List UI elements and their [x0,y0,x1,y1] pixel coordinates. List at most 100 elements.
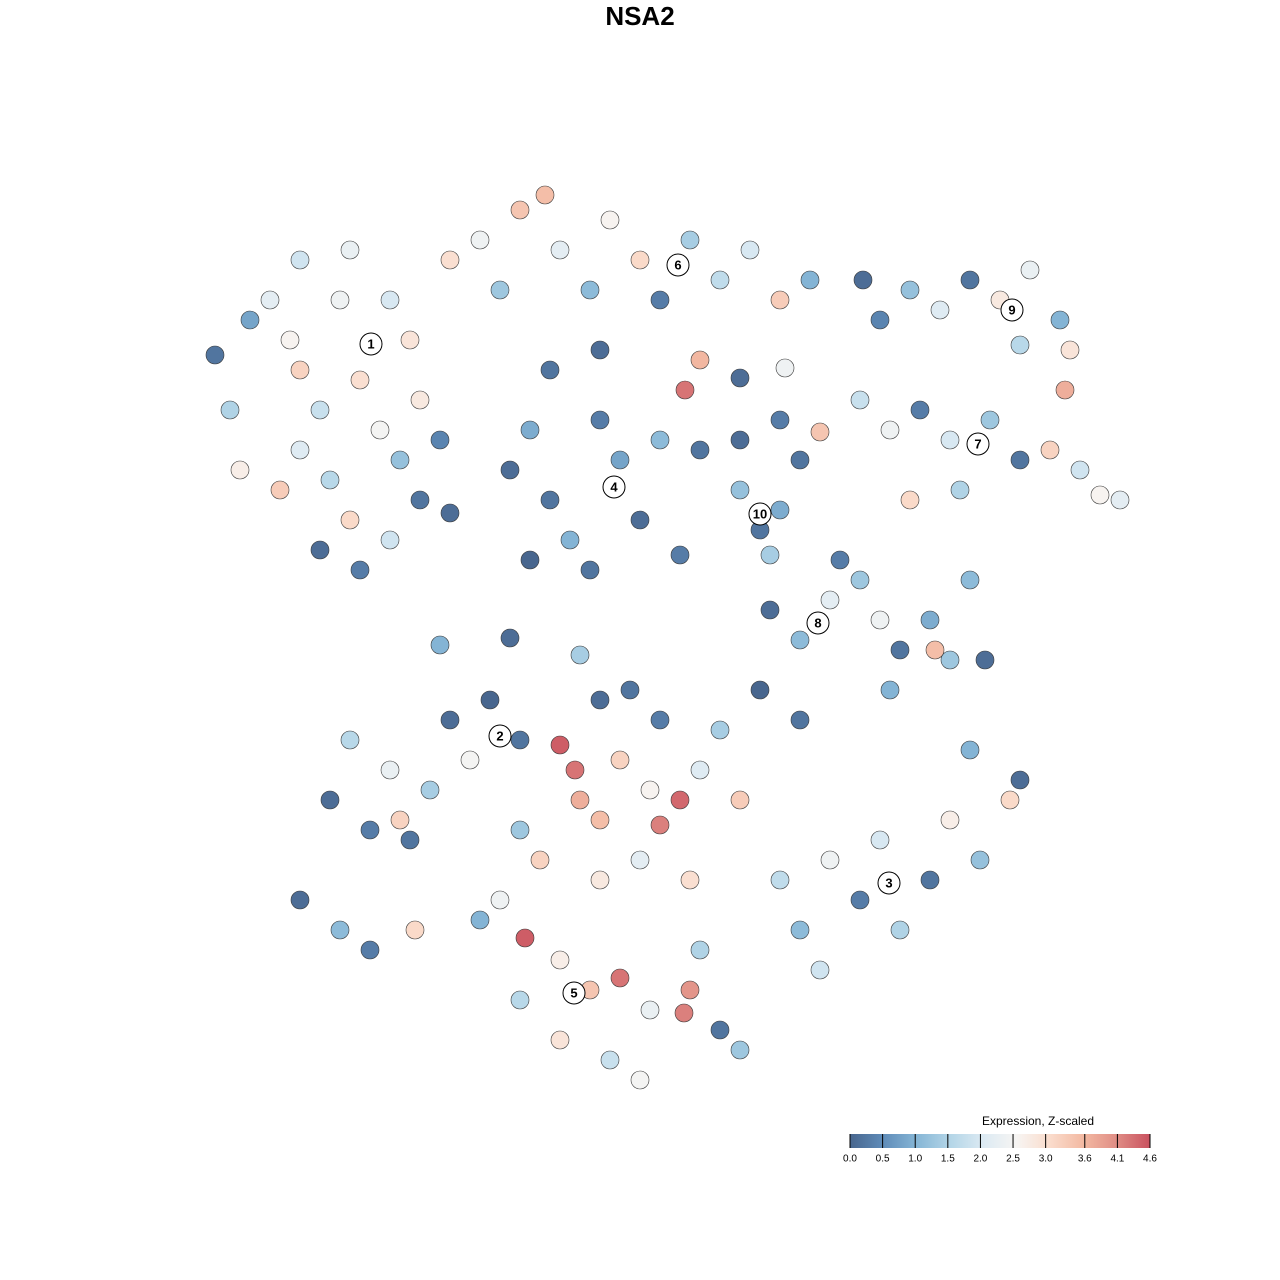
point [310,400,330,420]
point [853,270,873,290]
point [590,340,610,360]
cluster-label: 4 [610,479,618,494]
point [565,760,585,780]
point [405,920,425,940]
cluster-label-badge [666,253,690,277]
point [630,250,650,270]
point [240,310,260,330]
point [570,645,590,665]
colorbar-tick-label: 3.6 [1078,1154,1092,1165]
point [290,890,310,910]
point [620,680,640,700]
point [960,740,980,760]
point [850,390,870,410]
point [320,790,340,810]
cluster-label: 1 [367,336,374,351]
point [680,230,700,250]
point [770,290,790,310]
point [330,290,350,310]
point [540,360,560,380]
point [640,1000,660,1020]
point [570,790,590,810]
point [1110,490,1130,510]
point [490,890,510,910]
cluster-label: 6 [674,257,681,272]
point [870,610,890,630]
point [870,830,890,850]
point [1060,340,1080,360]
point [730,368,750,388]
cluster-label-badge [488,724,512,748]
point [850,570,870,590]
point [270,480,290,500]
colorbar-tick-label: 2.5 [1006,1154,1020,1165]
point [900,280,920,300]
point [1010,335,1030,355]
points [205,185,1130,1090]
point [590,810,610,830]
point [590,410,610,430]
point [675,380,695,400]
point [430,635,450,655]
point [690,760,710,780]
point [540,490,560,510]
point [520,550,540,570]
point [690,440,710,460]
point [330,920,350,940]
point [390,810,410,830]
point [830,550,850,570]
point [350,560,370,580]
point [360,940,380,960]
point [710,1020,730,1040]
point [770,500,790,520]
point [670,790,690,810]
colorbar-tick-label: 3.0 [1039,1154,1053,1165]
point [760,600,780,620]
point [340,240,360,260]
point [310,540,330,560]
point [775,358,795,378]
point [205,345,225,365]
cluster-label: 3 [885,875,892,890]
point [910,400,930,420]
point [510,990,530,1010]
point [290,440,310,460]
point [520,420,540,440]
point [260,290,280,310]
point [370,420,390,440]
cluster-label-badge [1000,298,1024,322]
colorbar-tick-label: 1.5 [941,1154,955,1165]
point [1010,450,1030,470]
point [590,690,610,710]
point [850,890,870,910]
point [710,720,730,740]
point [880,680,900,700]
point [920,610,940,630]
point [980,410,1000,430]
cluster-label: 5 [570,985,577,1000]
point [740,240,760,260]
point [730,480,750,500]
point [650,290,670,310]
point [610,968,630,988]
colorbar-tick-label: 4.1 [1110,1154,1124,1165]
point [975,650,995,670]
cluster-label-badge [877,871,901,895]
cluster-label: 10 [753,506,767,521]
point [790,450,810,470]
cluster-label-badge [806,611,830,635]
point [650,430,670,450]
point [340,730,360,750]
point [290,360,310,380]
point [280,330,300,350]
point [920,870,940,890]
cluster-label-badge [562,981,586,1005]
point [820,850,840,870]
point [440,250,460,270]
point [640,780,660,800]
point [790,920,810,940]
point [940,430,960,450]
point [750,680,770,700]
point [320,470,340,490]
point [680,870,700,890]
